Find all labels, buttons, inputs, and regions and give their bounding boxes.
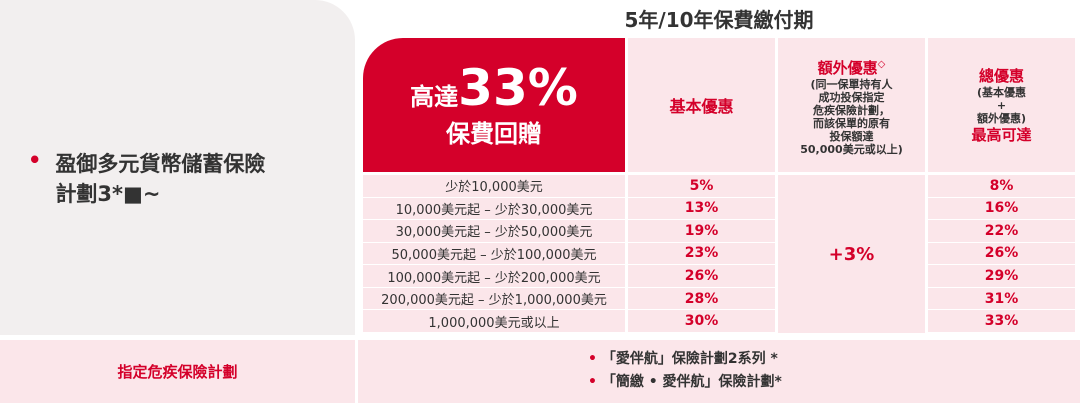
total-cell: 16%: [928, 197, 1075, 220]
basic-cell: 28%: [628, 287, 775, 310]
extra-mark: ◇: [877, 58, 886, 70]
basic-cell: 30%: [628, 310, 775, 332]
extra-note-line: 危疾保險計劃，: [813, 103, 890, 117]
total-caption: 最高可達: [971, 125, 1032, 144]
total-cell: 8%: [928, 175, 1075, 197]
basic-header: 基本優惠: [628, 38, 775, 172]
highlight-prefix: 高達: [410, 82, 459, 111]
total-note-line: +: [996, 98, 1007, 112]
highlight-caption: 保費回贈: [446, 119, 542, 148]
highlight-value: 33%: [458, 58, 578, 117]
total-cell: 31%: [928, 287, 1075, 310]
range-cell: 100,000美元起 – 少於200,000美元: [363, 265, 625, 287]
footer-item: • 「愛伴航」保險計劃2系列 *: [588, 348, 1080, 371]
total-note-line: (基本優惠: [976, 85, 1027, 99]
basic-cell: 5%: [628, 175, 775, 197]
extra-note-line: 而該保單的原有: [813, 116, 890, 130]
range-cell: 200,000美元起 – 少於1,000,000美元: [363, 287, 625, 310]
extra-note-line: 投保額達: [829, 129, 874, 143]
footer-item-text: 「簡繳 • 愛伴航」保險計劃*: [601, 374, 782, 390]
extra-header: 額外優惠◇ (同一保單持有人 成功投保指定 危疾保險計劃， 而該保單的原有 投保額達 50…: [778, 38, 925, 172]
basic-cell: 13%: [628, 197, 775, 220]
range-cell: 少於10,000美元: [363, 175, 625, 197]
plan-panel: [0, 0, 355, 335]
total-title: 總優惠: [978, 66, 1024, 85]
extra-value: +3%: [778, 175, 925, 333]
plan: • 盈御多元貨幣儲蓄保險計劃3*■~: [28, 148, 288, 208]
total-cell: 29%: [928, 265, 1075, 287]
extra-title: 額外優惠: [817, 58, 878, 77]
range-cell: 50,000美元起 – 少於100,000美元: [363, 242, 625, 265]
extra-note-line: (同一保單持有人: [810, 77, 893, 91]
extra-note-line: 成功投保指定: [818, 90, 885, 104]
range-cell: 1,000,000美元或以上: [363, 310, 625, 332]
basic-cell: 26%: [628, 265, 775, 287]
basic-cell: 19%: [628, 220, 775, 242]
range-cell: 10,000美元起 – 少於30,000美元: [363, 197, 625, 220]
total-cell: 26%: [928, 242, 1075, 265]
total-header: 總優惠 (基本優惠 + 額外優惠) 最高可達: [928, 38, 1075, 172]
basic-cell: 23%: [628, 242, 775, 265]
plan-name: 盈御多元貨幣儲蓄保險計劃3*■~: [55, 152, 266, 206]
bullet: •: [588, 374, 602, 390]
highlight: 高達 33% 保費回贈: [363, 38, 625, 172]
title: 5年/10年保費繳付期: [624, 8, 814, 32]
footer-item: • 「簡繳 • 愛伴航」保險計劃*: [588, 371, 1080, 394]
footer-label: 指定危疾保險計劃: [0, 340, 355, 403]
total-cell: 33%: [928, 310, 1075, 332]
total-note-line: 額外優惠): [976, 111, 1027, 125]
range-cell: 30,000美元起 – 少於50,000美元: [363, 220, 625, 242]
extra-note-line: 50,000美元或以上): [800, 142, 903, 156]
bullet: •: [588, 351, 602, 367]
footer-items: • 「愛伴航」保險計劃2系列 * • 「簡繳 • 愛伴航」保險計劃*: [358, 340, 1080, 403]
total-cell: 22%: [928, 220, 1075, 242]
footer-item-text: 「愛伴航」保險計劃2系列 *: [601, 351, 778, 367]
